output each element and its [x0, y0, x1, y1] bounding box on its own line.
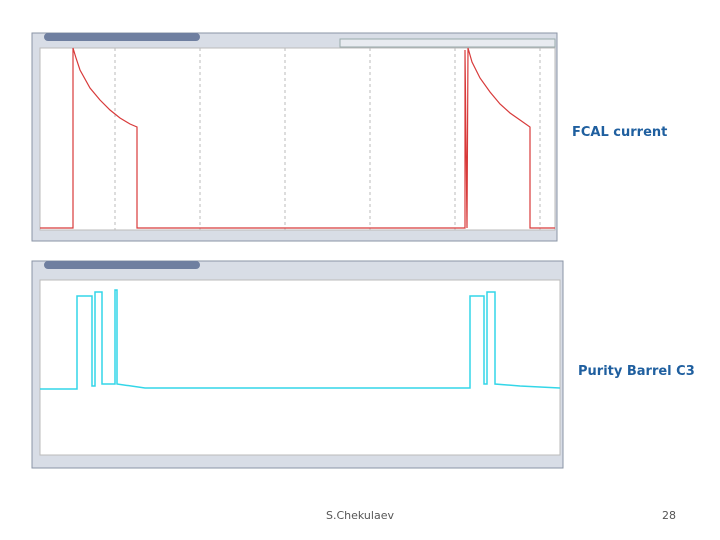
- footer-author: S.Chekulaev: [326, 509, 394, 522]
- purity-window: [31, 260, 564, 469]
- plot-area: [39, 47, 556, 231]
- purity-trace: [40, 289, 561, 390]
- current-trace: [40, 47, 555, 229]
- toolbar: [339, 38, 556, 48]
- title-bar: [44, 261, 200, 269]
- title-bar: [44, 33, 200, 41]
- bottom-chart-label: Purity Barrel C3: [578, 364, 695, 379]
- grid: [114, 48, 541, 230]
- top-chart-label: FCAL current: [572, 125, 667, 140]
- fcal-window: [31, 32, 558, 242]
- plot-area: [39, 279, 561, 456]
- page-number: 28: [662, 509, 676, 522]
